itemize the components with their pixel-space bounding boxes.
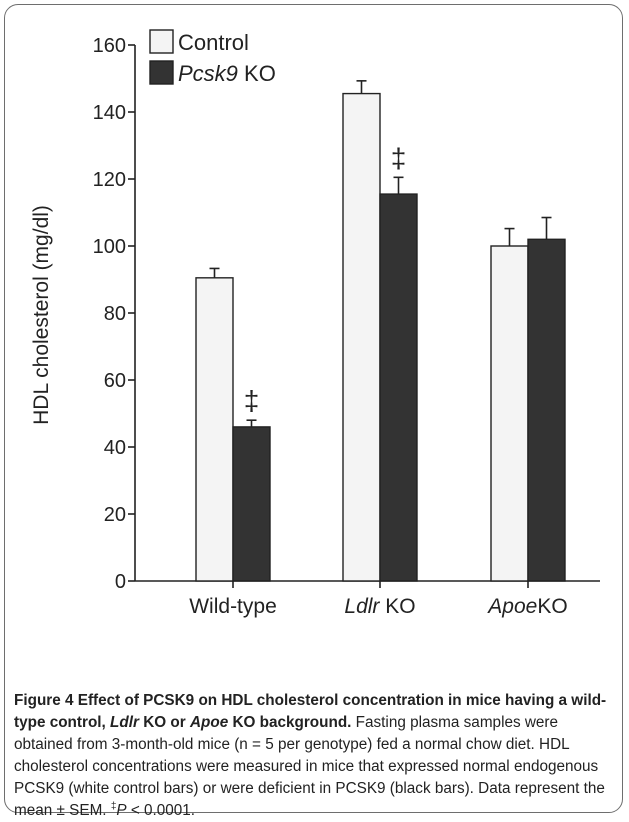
y-axis-label: HDL cholesterol (mg/dl) [30, 205, 53, 425]
caption-p-symbol: P [116, 802, 127, 819]
bars: ‡‡ [195, 80, 566, 582]
x-category-label: ApoeKO [486, 595, 567, 618]
y-tick-label: 120 [93, 169, 126, 191]
bar [379, 193, 418, 582]
significance-marker: ‡ [391, 142, 407, 173]
y-tick-label: 20 [104, 504, 126, 526]
legend-label: Pcsk9 KO [178, 61, 276, 86]
bar [527, 238, 566, 582]
legend-swatch [149, 29, 174, 54]
bar [490, 245, 529, 582]
y-tick-label: 0 [115, 571, 126, 593]
legend-label: Control [178, 30, 249, 55]
legend: Control Pcsk9 KO [149, 29, 276, 86]
caption-dagger: ‡ [110, 800, 117, 812]
x-category-label: Wild-type [189, 595, 277, 618]
legend-swatch [149, 60, 174, 85]
figure-caption: Figure 4 Effect of PCSK9 on HDL choleste… [14, 690, 614, 822]
y-tick-label: 100 [93, 236, 126, 258]
x-category-label: Ldlr KO [344, 595, 415, 618]
significance-marker: ‡ [244, 385, 260, 416]
y-tick-label: 60 [104, 370, 126, 392]
axes: 0 20 40 60 80 100 120 140 160 Wild-type Ldlr KO Apo… [93, 35, 600, 618]
bar [342, 92, 381, 582]
caption-p-value: < 0.0001. [126, 802, 196, 819]
y-tick-label: 40 [104, 437, 126, 459]
caption-title: Figure 4 Effect of PCSK9 on HDL choleste… [14, 692, 607, 731]
y-tick-label: 160 [93, 35, 126, 57]
y-tick-label: 140 [93, 102, 126, 124]
y-tick-label: 80 [104, 303, 126, 325]
caption-body: Fasting plasma samples were obtained fro… [14, 714, 605, 819]
bar [232, 426, 271, 582]
bar-chart: 0 20 40 60 80 100 120 140 160 Wild-type Ldlr KO Apo… [30, 29, 600, 618]
bar [195, 277, 234, 582]
